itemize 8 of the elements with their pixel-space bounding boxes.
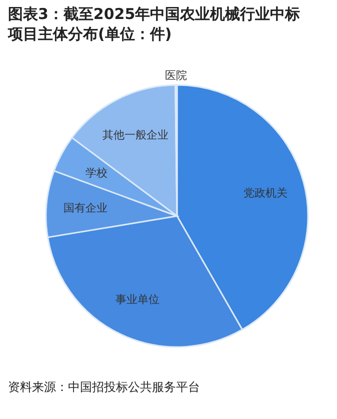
chart-title: 图表3：截至2025年中国农业机械行业中标项目主体分布(单位：件)	[8, 4, 302, 44]
text: 资料来源：中国招投标公共服务平台	[8, 379, 200, 396]
slice-label: 其他一般企业	[102, 128, 168, 142]
slice-label: 国有企业	[64, 201, 108, 214]
slice-label: 医院	[165, 69, 188, 82]
slice-label: 党政机关	[244, 186, 288, 200]
slice-label: 学校	[85, 166, 108, 180]
slice-label: 事业单位	[116, 292, 160, 306]
